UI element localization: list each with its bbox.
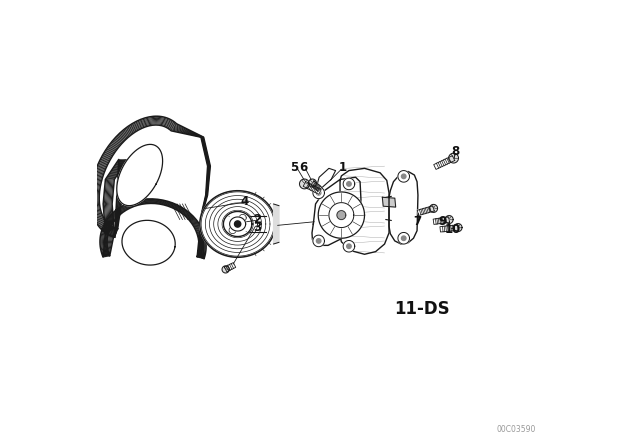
Text: 6: 6 [299, 160, 307, 173]
Polygon shape [273, 204, 279, 244]
Polygon shape [200, 191, 275, 257]
Polygon shape [434, 156, 454, 169]
Polygon shape [229, 227, 236, 234]
Text: 4: 4 [240, 195, 248, 208]
Polygon shape [316, 239, 321, 243]
Polygon shape [313, 187, 324, 198]
Text: 10: 10 [445, 223, 461, 236]
Polygon shape [116, 144, 163, 206]
Polygon shape [223, 211, 252, 237]
Polygon shape [311, 181, 322, 191]
Text: 11-DS: 11-DS [395, 301, 450, 319]
Text: 3: 3 [253, 220, 261, 233]
Polygon shape [386, 196, 391, 220]
Polygon shape [312, 177, 361, 246]
Polygon shape [313, 235, 324, 247]
Text: 2: 2 [253, 213, 261, 226]
Polygon shape [308, 179, 316, 187]
Polygon shape [300, 179, 309, 189]
Polygon shape [337, 211, 346, 220]
Polygon shape [454, 224, 462, 232]
Polygon shape [303, 181, 321, 194]
Polygon shape [234, 221, 241, 227]
Text: 00C03590: 00C03590 [496, 425, 536, 434]
Text: 8: 8 [451, 145, 459, 159]
Text: 1: 1 [338, 160, 346, 173]
Polygon shape [122, 220, 175, 265]
Polygon shape [398, 171, 410, 182]
Polygon shape [449, 153, 458, 163]
Polygon shape [90, 116, 211, 259]
Polygon shape [340, 168, 389, 254]
Polygon shape [316, 190, 321, 195]
Polygon shape [230, 217, 246, 231]
Polygon shape [347, 244, 351, 249]
Polygon shape [241, 216, 266, 232]
Text: 7: 7 [413, 215, 421, 228]
Polygon shape [222, 266, 229, 273]
Polygon shape [318, 192, 365, 238]
Polygon shape [433, 217, 449, 224]
Polygon shape [315, 168, 335, 192]
Polygon shape [347, 182, 351, 186]
Polygon shape [440, 225, 458, 232]
Polygon shape [329, 202, 354, 228]
Polygon shape [239, 214, 246, 221]
Polygon shape [401, 236, 406, 241]
Polygon shape [401, 174, 406, 179]
Polygon shape [445, 215, 453, 224]
Polygon shape [398, 233, 410, 244]
Text: 9: 9 [438, 215, 447, 228]
Polygon shape [225, 263, 236, 272]
Polygon shape [429, 204, 438, 212]
Polygon shape [389, 172, 418, 244]
Polygon shape [343, 241, 355, 252]
Polygon shape [343, 178, 355, 190]
Text: 5: 5 [291, 160, 299, 173]
Polygon shape [417, 206, 435, 215]
Polygon shape [382, 197, 396, 207]
